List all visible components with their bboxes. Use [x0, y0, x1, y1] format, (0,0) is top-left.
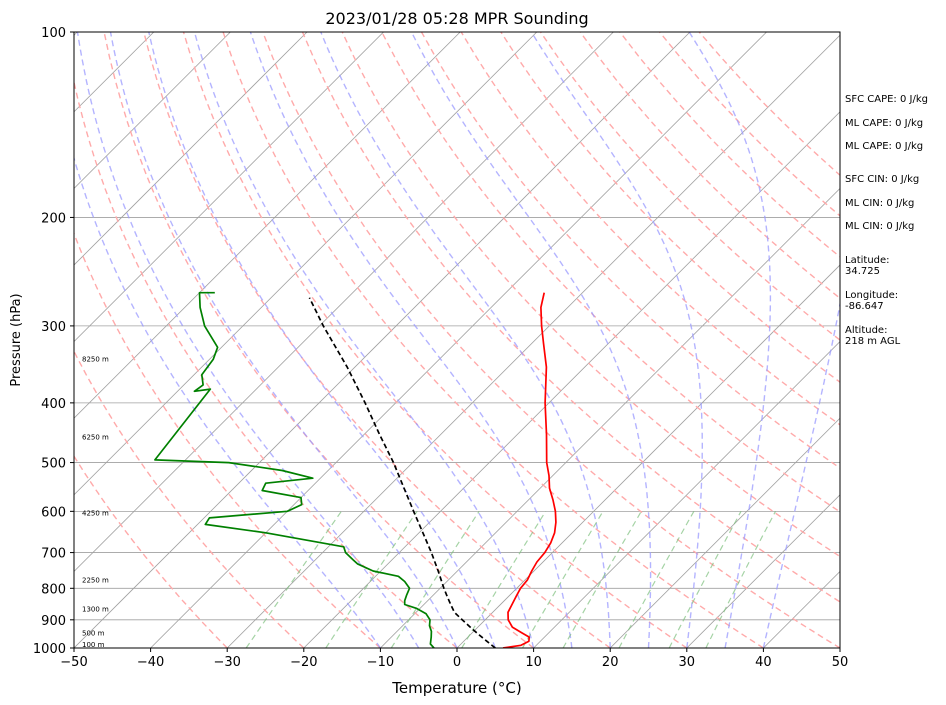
- background-lines: [0, 32, 840, 648]
- x-tick-label: −30: [213, 655, 240, 670]
- x-tick-label: −40: [137, 655, 164, 670]
- mixing-ratio-line: [668, 511, 742, 648]
- isotherm: [74, 32, 691, 648]
- y-axis-ticks: 1000 900 800 700 600 500 400 300 200 100: [33, 26, 74, 657]
- height-labels: 100 m 500 m 1300 m 2250 m 4250 m 6250 m 8250 m: [82, 355, 109, 648]
- height-label: 1300 m: [82, 606, 109, 614]
- y-tick-label: 200: [41, 211, 66, 226]
- isotherm: [150, 32, 767, 648]
- y-tick-label: 100: [41, 26, 66, 41]
- moist-adiabat: [249, 32, 573, 648]
- x-tick-label: 0: [453, 655, 461, 670]
- isotherm: [226, 34, 840, 648]
- moist-adiabat: [193, 32, 535, 648]
- dry-adiabat: [222, 32, 764, 648]
- moist-adiabat: [688, 32, 772, 648]
- moist-adiabat: [148, 32, 496, 648]
- x-axis-label: Temperature (°C): [391, 679, 521, 697]
- ml-cin-text: ML CIN: 0 J/kg: [845, 198, 915, 209]
- height-label: 2250 m: [82, 576, 109, 584]
- chart-title: 2023/01/28 05:28 MPR Sounding: [325, 9, 588, 28]
- x-tick-label: −20: [290, 655, 317, 670]
- y-tick-label: 900: [41, 614, 66, 629]
- x-tick-label: 20: [602, 655, 619, 670]
- height-label: 100 m: [82, 641, 105, 649]
- moist-adiabat: [762, 300, 840, 648]
- isotherm: [74, 32, 461, 419]
- moist-adiabat: [530, 32, 703, 648]
- isotherm: [74, 32, 308, 266]
- moist-adiabat: [320, 32, 611, 648]
- isotherm: [380, 187, 840, 648]
- height-label: 6250 m: [82, 433, 109, 441]
- x-tick-label: −10: [367, 655, 394, 670]
- x-tick-label: 50: [832, 655, 849, 670]
- parcel-line: [308, 297, 496, 648]
- y-tick-label: 600: [41, 505, 66, 520]
- dry-adiabat: [103, 32, 535, 648]
- mixing-ratio-line: [705, 511, 777, 648]
- temperature-line: [502, 292, 557, 648]
- isotherm: [0, 32, 1, 648]
- longitude-label: Longitude:: [845, 290, 899, 301]
- y-tick-label: 1000: [33, 642, 66, 657]
- dry-adiabat: [74, 231, 381, 648]
- moist-adiabat: [76, 32, 420, 648]
- mixing-ratio-line: [245, 510, 342, 648]
- height-label: 8250 m: [82, 355, 109, 363]
- y-axis-label: Pressure (hPa): [9, 293, 24, 386]
- isotherm: [74, 32, 614, 572]
- isotherm: [456, 264, 840, 648]
- isotherm: [74, 32, 231, 189]
- ml-cape-text: ML CAPE: 0 J/kg: [845, 118, 924, 129]
- dry-adiabat: [74, 454, 228, 648]
- isotherm: [74, 32, 538, 496]
- x-tick-label: 40: [755, 655, 772, 670]
- dry-adiabat: [74, 349, 305, 648]
- altitude-value: 218 m AGL: [845, 336, 901, 347]
- mixing-ratio-line: [521, 510, 604, 648]
- y-tick-label: 400: [41, 397, 66, 412]
- plot-frame: [73, 31, 841, 649]
- moist-adiabat: [109, 32, 458, 648]
- sfc-cape-text: SFC CAPE: 0 J/kg: [845, 94, 928, 105]
- sounding-profiles: [154, 291, 557, 648]
- y-tick-label: 800: [41, 582, 66, 597]
- isotherm: [303, 111, 840, 648]
- altitude-label: Altitude:: [845, 325, 888, 336]
- dry-adiabat: [182, 32, 688, 648]
- height-label: 4250 m: [82, 510, 109, 518]
- x-tick-label: 30: [679, 655, 696, 670]
- x-tick-label: −50: [60, 655, 87, 670]
- mixing-ratio-line: [562, 510, 642, 648]
- y-tick-label: 700: [41, 547, 66, 562]
- mixing-ratio-line: [390, 510, 480, 648]
- isotherm: [533, 341, 840, 648]
- ml-cin-text-2: ML CIN: 0 J/kg: [845, 221, 915, 232]
- dry-adiabat: [579, 32, 840, 300]
- latitude-label: Latitude:: [845, 255, 890, 266]
- height-label: 500 m: [82, 630, 105, 638]
- isotherm: [609, 417, 840, 648]
- mixing-ratio-line: [325, 510, 418, 648]
- sfc-cin-text: SFC CIN: 0 J/kg: [845, 174, 920, 185]
- dry-adiabat: [74, 79, 458, 648]
- moist-adiabat: [74, 155, 381, 648]
- isotherm: [74, 32, 384, 343]
- isotherm: [686, 494, 840, 648]
- dry-adiabat: [262, 32, 840, 648]
- dry-adiabat: [143, 32, 611, 648]
- latitude-value: 34.725: [845, 266, 880, 277]
- mixing-ratio-line: [461, 510, 547, 648]
- moist-adiabat: [410, 32, 652, 648]
- x-tick-label: 10: [525, 655, 542, 670]
- mixing-ratio-line: [618, 511, 695, 648]
- y-tick-label: 500: [41, 457, 66, 472]
- y-tick-label: 300: [41, 320, 66, 335]
- longitude-value: -86.647: [845, 301, 884, 312]
- dewpoint-line: [154, 291, 435, 648]
- ml-cape-text-2: ML CAPE: 0 J/kg: [845, 141, 924, 152]
- x-axis-ticks: −50 −40 −30 −20 −10 0 10 20 30 40 50: [60, 648, 848, 670]
